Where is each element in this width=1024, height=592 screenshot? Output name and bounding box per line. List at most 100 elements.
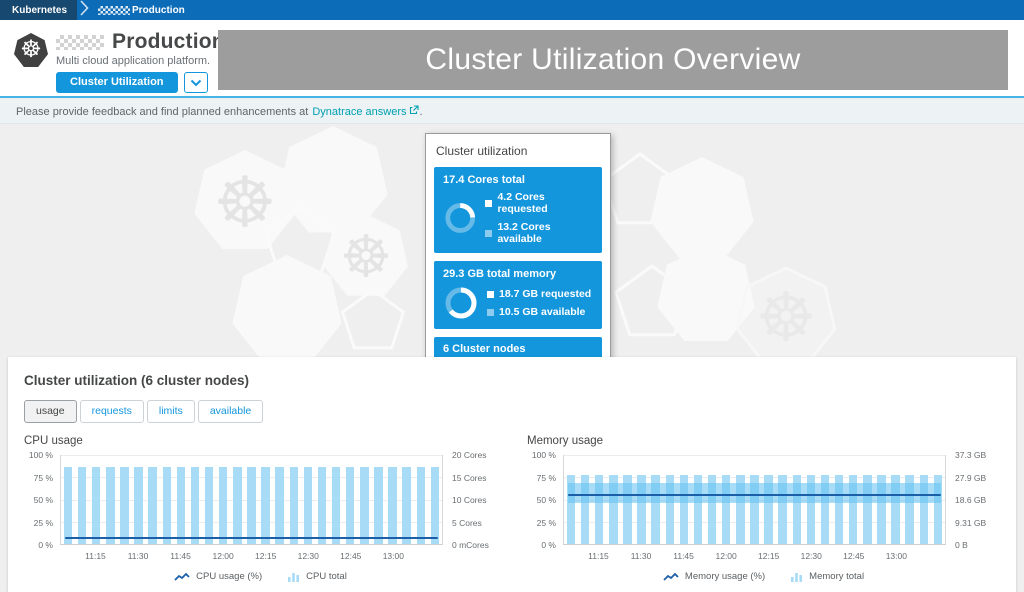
chart-bar: [679, 474, 689, 544]
memory-donut: [445, 287, 477, 319]
view-tabs: usage requests limits available: [24, 400, 1002, 423]
tile-legend-item: 10.5 GB available: [487, 306, 591, 318]
chart-bar: [204, 466, 214, 544]
chart-bar: [820, 474, 830, 544]
panel-heading: Cluster utilization (6 cluster nodes): [24, 373, 250, 388]
tab-available[interactable]: available: [197, 400, 264, 423]
chart-plot-area: [563, 455, 946, 545]
chart-bar: [877, 474, 886, 544]
tab-usage[interactable]: usage: [24, 400, 77, 423]
left-axis: 100 % 75 % 50 % 25 % 0 %: [28, 450, 53, 550]
svg-text:☸: ☸: [340, 225, 392, 290]
right-axis: 37.3 GB 27.9 GB 18.6 GB 9.31 GB 0 B: [955, 450, 987, 550]
tile-legend-item: 18.7 GB requested: [487, 288, 591, 300]
x-axis-labels: 11:15 11:30 11:45 12:00 12:15 12:30 12:45 13:00: [85, 551, 404, 561]
chart-bar: [637, 474, 646, 544]
breadcrumb-current[interactable]: Production: [98, 5, 185, 16]
legend-swatch-icon: [487, 290, 494, 298]
chart-bar: [849, 474, 858, 544]
left-axis: 100 % 75 % 50 % 25 % 0 %: [531, 450, 556, 550]
dynatrace-answers-link[interactable]: Dynatrace answers: [312, 105, 407, 118]
tile-title: 17.4 Cores total: [443, 174, 525, 186]
chart-bar: [317, 466, 327, 544]
memory-usage-chart: Memory usage 100 % 75 % 50 % 25 % 0 % 37.3 G…: [525, 433, 1002, 582]
breadcrumb-bar: Kubernetes Production: [0, 0, 1024, 20]
chart-bar: [92, 466, 101, 544]
chart-bar: [134, 466, 143, 544]
chart-bar: [176, 466, 186, 544]
chart-legend: CPU usage (%) CPU total: [22, 571, 499, 582]
chart-bar: [665, 474, 675, 544]
tab-limits[interactable]: limits: [146, 400, 195, 423]
chart-bar: [792, 474, 802, 544]
chart-bar: [778, 474, 787, 544]
card-title: Cluster utilization: [436, 144, 528, 158]
page-title: Production: [112, 30, 225, 53]
legend-swatch-icon: [485, 199, 493, 207]
legend-item: CPU total: [288, 571, 347, 582]
right-axis: 20 Cores 15 Cores 10 Cores 5 Cores 0 mCores: [452, 450, 489, 550]
breadcrumb-separator-icon: [79, 0, 90, 23]
memory-tile[interactable]: 29.3 GB total memory 18.7 GB requested 10.…: [434, 261, 602, 329]
chart-bar: [764, 474, 773, 544]
chart-bar: [233, 466, 242, 544]
cluster-utilization-button[interactable]: Cluster Utilization: [56, 72, 178, 93]
chart-bar: [261, 466, 270, 544]
bar-series-icon: [791, 572, 803, 582]
chart-bar: [190, 466, 200, 544]
chart-bar: [566, 474, 576, 544]
chart-bar: [919, 474, 929, 544]
series-line: [64, 537, 439, 540]
banner-title: Cluster Utilization Overview: [425, 43, 801, 76]
chart-title: Memory usage: [527, 435, 604, 447]
chart-bar: [834, 474, 844, 544]
bar-series-icon: [288, 572, 300, 582]
cpu-tile[interactable]: 17.4 Cores total 4.2 Cores requested 13.2 …: [434, 167, 602, 253]
chart-bar: [609, 474, 618, 544]
breadcrumb-kubernetes[interactable]: Kubernetes: [0, 0, 78, 20]
tile-legend-item: 4.2 Cores requested: [485, 191, 593, 215]
legend-item: CPU usage (%): [174, 571, 262, 582]
cluster-utilization-panel: Cluster utilization (6 cluster nodes) us…: [8, 357, 1016, 592]
chart-bar: [891, 474, 900, 544]
chart-bar: [933, 474, 943, 544]
series-line: [567, 494, 942, 497]
tab-requests[interactable]: requests: [79, 400, 144, 423]
chart-bar: [416, 466, 426, 544]
chart-bar: [148, 466, 157, 544]
chart-bar: [247, 466, 256, 544]
chart-bar: [77, 466, 87, 544]
legend-item: Memory total: [791, 571, 864, 582]
chart-bar: [388, 466, 397, 544]
chart-bar: [63, 466, 73, 544]
chart-bar: [863, 474, 872, 544]
min-max-band: [567, 483, 942, 504]
page-header: ☸ Production Multi cloud application pla…: [0, 20, 1024, 98]
chart-bar: [360, 466, 369, 544]
cluster-nodes-button[interactable]: 6 Cluster nodes: [434, 337, 602, 357]
dashboard-dropdown-button[interactable]: [183, 72, 208, 93]
chart-bar: [303, 466, 313, 544]
external-link-icon: [409, 105, 420, 118]
chart-bar: [595, 474, 604, 544]
chart-bar: [275, 466, 284, 544]
chart-bar: [162, 466, 172, 544]
legend-item: Memory usage (%): [663, 571, 765, 582]
chart-legend: Memory usage (%) Memory total: [525, 571, 1002, 582]
chart-bar: [219, 466, 228, 544]
chart-bar: [331, 466, 341, 544]
chart-bar: [693, 474, 703, 544]
chart-bar: [806, 474, 816, 544]
cpu-usage-chart: CPU usage 100 % 75 % 50 % 25 % 0 % 20 Cores 1…: [22, 433, 499, 582]
chart-bar: [289, 466, 299, 544]
legend-swatch-icon: [487, 308, 494, 316]
chart-bar: [346, 466, 355, 544]
chart-bar: [750, 474, 759, 544]
chevron-down-icon: [190, 79, 201, 86]
chart-bar: [374, 466, 383, 544]
svg-text:☸: ☸: [756, 281, 817, 356]
svg-text:☸: ☸: [214, 163, 277, 242]
chart-bar: [905, 474, 914, 544]
feedback-bar: Please provide feedback and find planned…: [0, 100, 1024, 124]
kubernetes-logo-icon: ☸: [14, 33, 48, 67]
